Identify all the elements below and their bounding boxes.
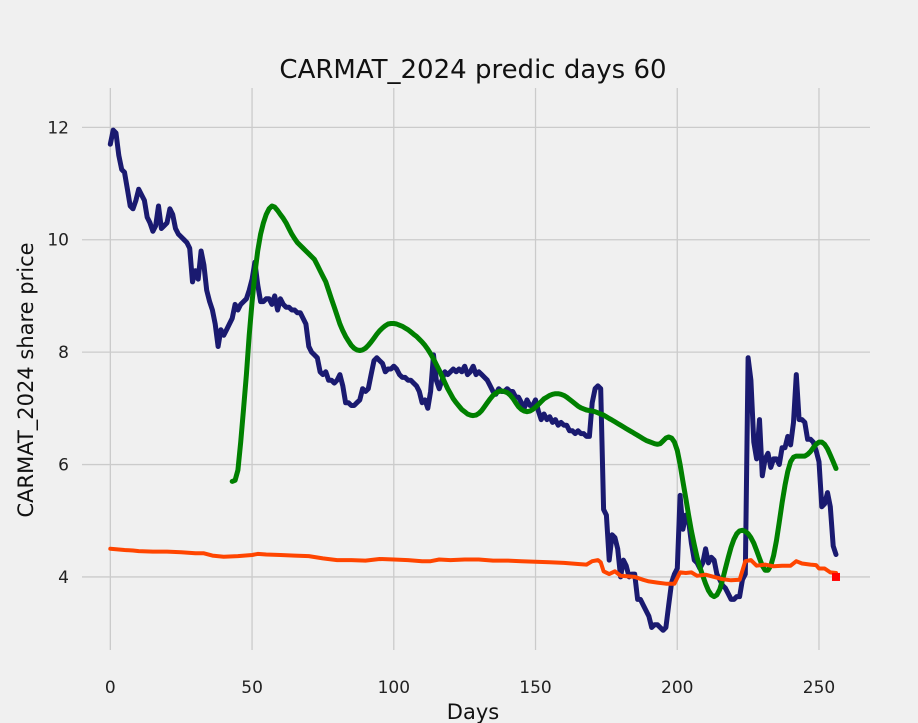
- markers: [831, 572, 840, 581]
- chart-title: CARMAT_2024 predic days 60: [279, 55, 666, 85]
- x-tick-label: 100: [378, 678, 410, 698]
- series-line: [229, 203, 839, 600]
- x-tick-label: 150: [519, 678, 551, 698]
- marker-point: [831, 572, 840, 581]
- y-axis-label: CARMAT_2024 share price: [14, 242, 39, 517]
- series-lines: [107, 127, 839, 633]
- y-tick-label: 4: [58, 568, 69, 588]
- series-line: [108, 546, 838, 586]
- x-axis-ticks: 0 50 100 150 200 250: [105, 678, 835, 698]
- y-axis-ticks: 4 6 8 10 12: [47, 118, 69, 588]
- x-tick-label: 50: [241, 678, 263, 698]
- y-tick-label: 6: [58, 456, 69, 476]
- x-axis-label: Days: [447, 700, 499, 723]
- x-tick-label: 250: [803, 678, 835, 698]
- x-tick-label: 200: [661, 678, 693, 698]
- y-tick-label: 12: [47, 118, 69, 138]
- y-tick-label: 10: [47, 231, 69, 251]
- grid: [82, 88, 870, 650]
- series-line: [107, 127, 839, 633]
- x-tick-label: 0: [105, 678, 116, 698]
- y-tick-label: 8: [58, 343, 69, 363]
